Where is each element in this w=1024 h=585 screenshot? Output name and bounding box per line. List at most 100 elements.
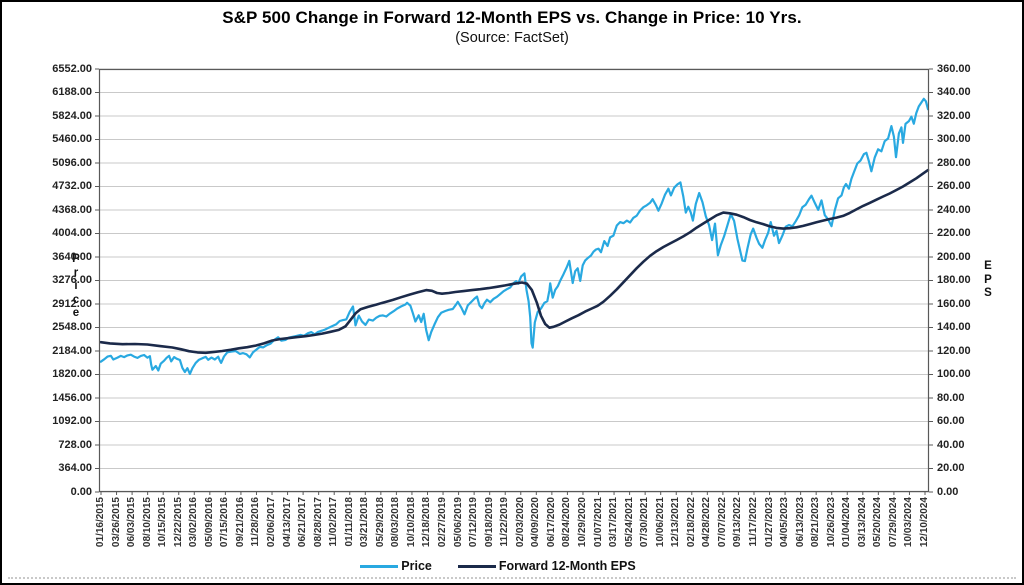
x-axis-tick-label: 02/06/2017 — [266, 497, 278, 548]
right-axis-tick-label: 260.00 — [937, 180, 971, 192]
x-axis-tick-label: 09/18/2019 — [483, 497, 495, 548]
x-axis-tick-label: 04/09/2020 — [530, 497, 542, 548]
x-axis-tick-label: 07/12/2019 — [468, 497, 480, 548]
x-axis-tick-label: 10/26/2023 — [825, 497, 837, 548]
right-axis-tick-label: 120.00 — [937, 344, 971, 357]
left-axis-tick-label: 2548.00 — [52, 321, 92, 333]
right-axis-tick-label: 340.00 — [937, 86, 971, 98]
x-axis-tick-label: 09/21/2016 — [234, 497, 246, 548]
right-axis-tick-label: 100.00 — [937, 368, 971, 380]
left-axis-tick-label: 6188.00 — [52, 86, 92, 98]
right-axis-tick-label: 40.00 — [937, 438, 965, 451]
x-axis-tick-label: 05/24/2021 — [623, 497, 635, 548]
right-axis-tick-label: 20.00 — [937, 462, 965, 474]
x-axis-tick-label: 04/28/2022 — [701, 497, 713, 548]
x-axis-tick-label: 03/21/2018 — [359, 497, 371, 548]
x-axis-tick-label: 03/26/2015 — [110, 497, 122, 548]
left-axis-tick-label: 2912.00 — [52, 297, 92, 310]
x-axis-tick-label: 12/10/2024 — [919, 497, 930, 548]
legend-swatch — [360, 564, 399, 568]
right-axis-tick-label: 160.00 — [937, 297, 971, 310]
left-axis-tick-label: 3640.00 — [52, 250, 92, 263]
x-axis-tick-label: 01/27/2023 — [763, 497, 775, 548]
right-axis-tick-label: 200.00 — [937, 250, 971, 263]
legend-label: Price — [401, 559, 432, 573]
right-axis-tick-label: 320.00 — [937, 109, 971, 122]
x-axis-tick-label: 05/29/2018 — [374, 497, 386, 548]
x-axis-tick-label: 11/17/2022 — [747, 497, 759, 547]
x-axis-tick-label: 11/02/2017 — [328, 497, 340, 547]
x-axis-tick-label: 07/29/2024 — [887, 497, 899, 548]
plot-area — [95, 68, 933, 495]
chart-subtitle: (Source: FactSet) — [455, 30, 569, 46]
x-axis-tick-label: 09/13/2022 — [732, 497, 744, 548]
legend-item-price: Price — [360, 559, 432, 573]
legend-item-eps: Forward 12-Month EPS — [457, 559, 636, 573]
left-axis-tick-label: 3276.00 — [52, 274, 92, 286]
legend-swatch — [457, 564, 496, 568]
left-axis-tick-label: 5460.00 — [52, 133, 92, 145]
x-axis-tick-label: 06/13/2023 — [794, 497, 806, 548]
x-axis-tick-label: 10/29/2020 — [576, 497, 588, 548]
right-axis-tick-label: 300.00 — [937, 133, 971, 145]
x-axis-tick-label: 03/13/2024 — [856, 497, 868, 548]
left-axis-tick-label: 1092.00 — [52, 415, 92, 427]
left-axis-tick-label: 2184.00 — [52, 344, 92, 357]
x-axis-tick-label: 02/27/2019 — [437, 497, 449, 548]
left-axis-tick-label: 5824.00 — [52, 109, 92, 122]
x-axis-tick-label: 11/22/2019 — [499, 497, 511, 547]
right-axis-tick-label: 80.00 — [937, 391, 965, 404]
left-axis-tick-label: 4004.00 — [52, 227, 92, 239]
x-axis-tick-label: 07/30/2021 — [639, 497, 651, 548]
x-axis-tick-label: 06/17/2020 — [545, 497, 557, 548]
price-series-line — [99, 97, 930, 375]
x-axis-tick-label: 07/07/2022 — [716, 497, 728, 548]
left-axis-tick-label: 364.00 — [58, 462, 92, 474]
left-axis-tick-label: 4368.00 — [52, 203, 92, 216]
eps-series-line — [99, 168, 930, 355]
x-axis-tick-label: 04/13/2017 — [281, 497, 293, 548]
left-axis-tick-label: 0.00 — [70, 485, 92, 498]
x-axis-tick-label: 08/10/2015 — [141, 497, 153, 548]
x-axis-tick-label: 05/06/2019 — [452, 497, 464, 548]
x-axis-tick-label: 10/03/2024 — [903, 497, 915, 548]
right-axis-tick-label: 220.00 — [937, 227, 971, 239]
left-axis-tick-label: 5096.00 — [52, 156, 92, 169]
x-axis-tick-label: 05/09/2016 — [203, 497, 215, 548]
left-axis-tick-label: 728.00 — [58, 438, 92, 451]
legend-label: Forward 12-Month EPS — [498, 559, 636, 573]
x-axis-tick-label: 06/21/2017 — [297, 497, 309, 548]
x-axis-tick-label: 12/18/2018 — [421, 497, 433, 548]
x-axis-tick-label: 11/28/2016 — [250, 497, 262, 547]
right-axis-tick-label: 240.00 — [937, 203, 971, 216]
left-axis-tick-label: 1456.00 — [52, 391, 92, 404]
x-axis-tick-label: 01/07/2021 — [592, 497, 604, 548]
x-axis-tick-label: 06/03/2015 — [126, 497, 138, 548]
right-axis-tick-label: 0.00 — [937, 485, 959, 498]
x-axis-tick-label: 03/02/2016 — [188, 497, 200, 548]
x-axis-tick-label: 07/15/2016 — [219, 497, 231, 548]
plot-border — [98, 68, 930, 493]
left-axis-tick-label: 6552.00 — [52, 62, 92, 75]
x-axis-tick-label: 08/03/2018 — [390, 497, 402, 548]
x-axis-tick-label: 05/20/2024 — [872, 497, 884, 548]
x-axis-tick-label: 02/18/2022 — [685, 497, 697, 548]
x-axis-tick-label: 04/05/2023 — [779, 497, 791, 548]
right-axis-tick-label: 60.00 — [937, 415, 965, 427]
x-axis-tick-label: 01/04/2024 — [841, 497, 853, 548]
x-axis-tick-label: 12/13/2021 — [670, 497, 682, 548]
x-axis-tick-label: 08/24/2020 — [561, 497, 573, 548]
left-axis-tick-label: 1820.00 — [52, 368, 92, 380]
x-axis-tick-label: 10/10/2018 — [405, 497, 417, 548]
legend: Price Forward 12-Month EPS — [2, 559, 994, 573]
bottom-divider — [8, 577, 1016, 579]
x-axis-tick-label: 01/11/2018 — [343, 497, 355, 547]
x-axis-tick-label: 01/16/2015 — [95, 497, 106, 548]
left-axis-tick-label: 4732.00 — [52, 180, 92, 192]
x-axis-tick-label: 08/21/2023 — [810, 497, 822, 548]
right-axis-tick-label: 140.00 — [937, 321, 971, 333]
x-axis-tick-label: 12/22/2015 — [172, 497, 184, 548]
